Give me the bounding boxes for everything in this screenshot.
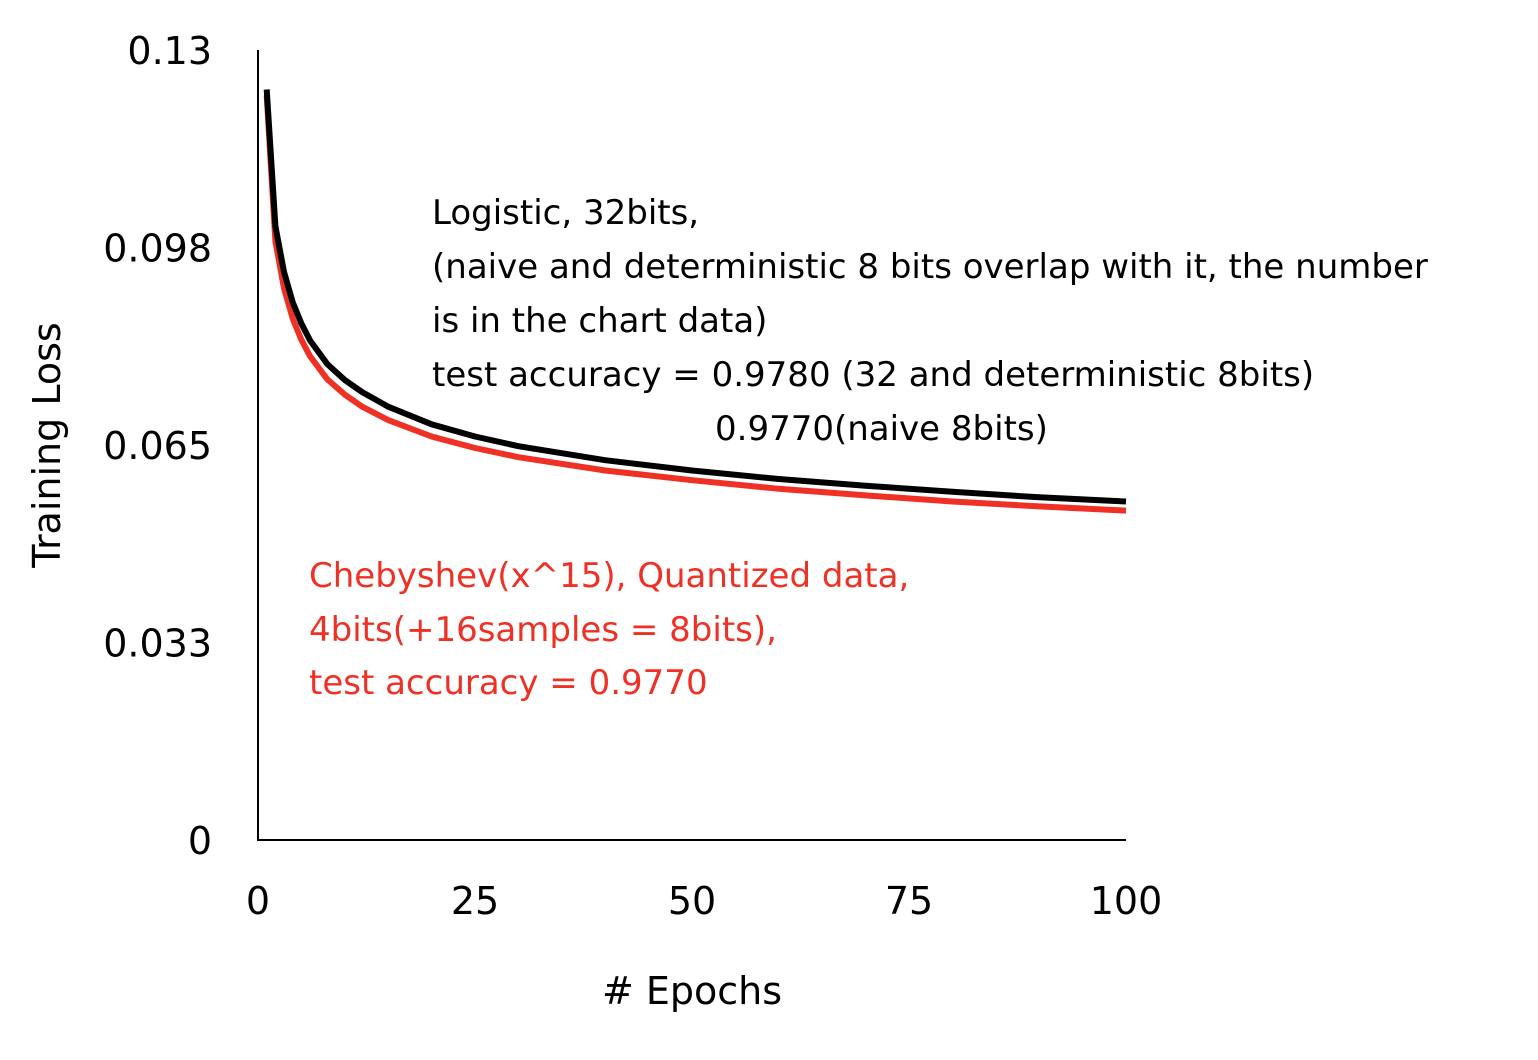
annotation-line: 0.9770(naive 8bits)	[715, 409, 1048, 449]
annotation-line: Chebyshev(x^15), Quantized data,	[309, 556, 909, 596]
annotation-layer: Logistic, 32bits, (naive and deterministi…	[309, 193, 1428, 703]
annotation-line: 4bits(+16samples = 8bits),	[309, 610, 777, 650]
series-line-black-series	[263, 89, 1127, 505]
annotation-line: is in the chart data)	[432, 301, 767, 341]
annotation-line: test accuracy = 0.9780 (32 and determini…	[432, 355, 1314, 395]
series-line-red-series	[263, 95, 1127, 514]
y-tick-label: 0.065	[103, 424, 212, 468]
series-layer	[263, 89, 1127, 514]
annotation-line: Logistic, 32bits,	[432, 193, 699, 233]
x-tick-label: 25	[451, 879, 499, 923]
y-tick-label: 0.033	[103, 622, 212, 666]
x-axis-title: # Epochs	[602, 969, 782, 1013]
x-tick-label: 75	[885, 879, 933, 923]
x-tick-label: 0	[246, 879, 270, 923]
y-tick-label: 0.13	[127, 29, 212, 73]
annotation-line: test accuracy = 0.9770	[309, 663, 708, 703]
y-tick-label: 0.098	[103, 227, 212, 271]
y-axis-title: Training Loss	[25, 322, 69, 568]
y-tick-labels: 0 0.033 0.065 0.098 0.13	[103, 29, 212, 863]
x-tick-label: 100	[1090, 879, 1163, 923]
y-tick-label: 0	[188, 819, 212, 863]
x-tick-label: 50	[668, 879, 716, 923]
annotation-line: (naive and deterministic 8 bits overlap …	[432, 247, 1428, 287]
x-tick-labels: 0 25 50 75 100	[246, 879, 1162, 923]
